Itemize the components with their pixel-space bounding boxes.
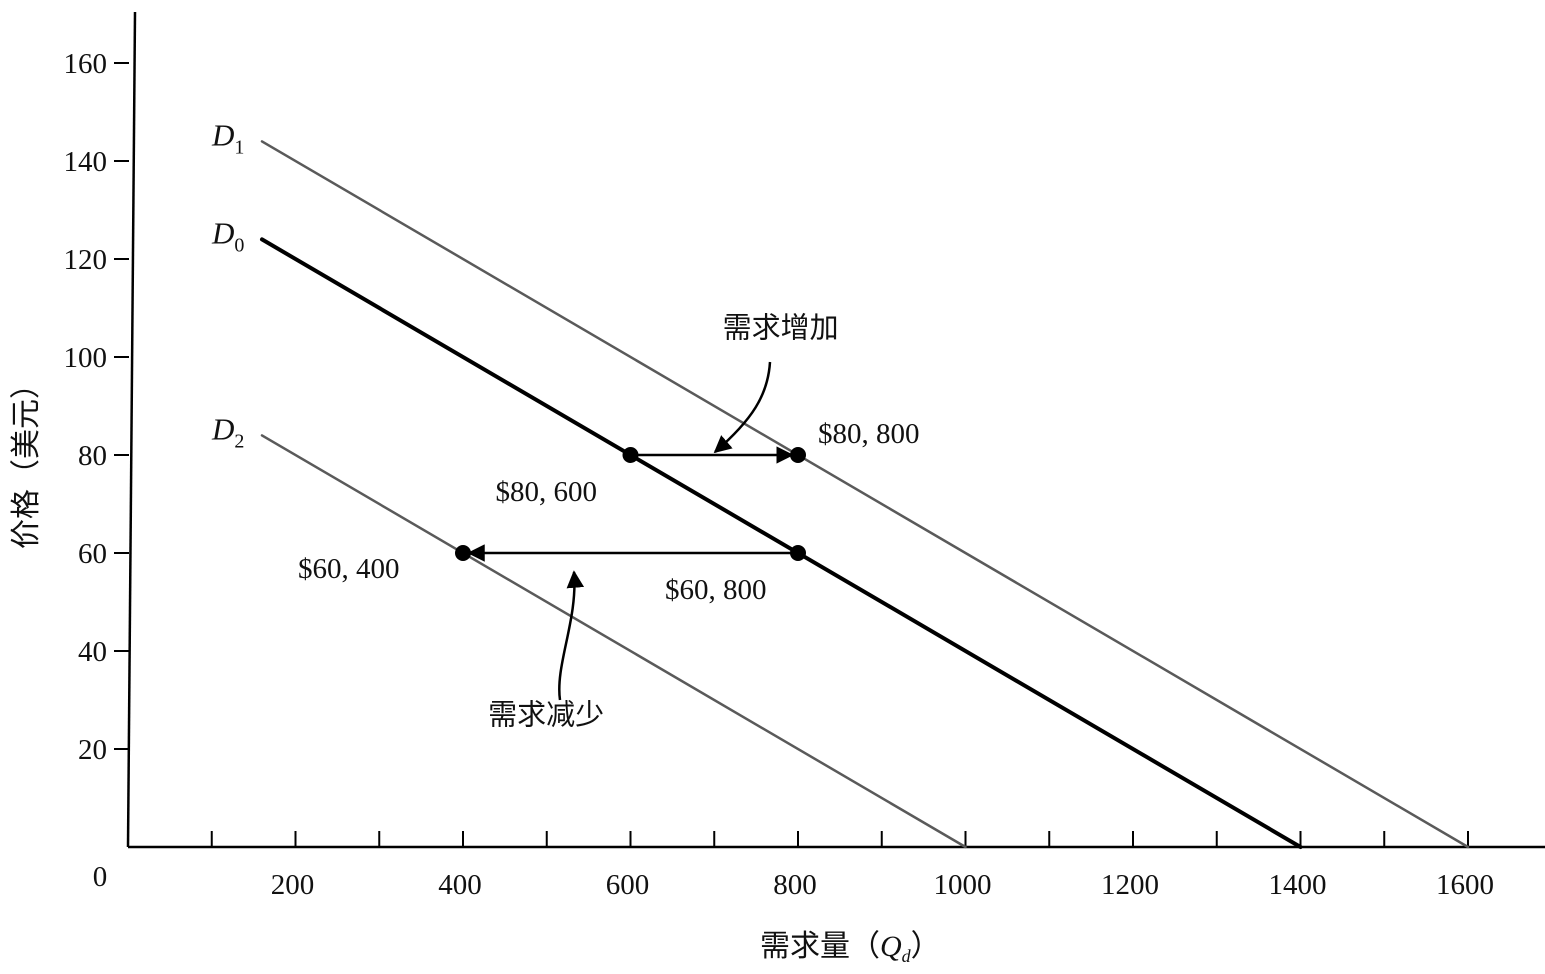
increase-callout-arrow xyxy=(713,361,772,454)
point-80-600 xyxy=(622,447,639,463)
point-label-80-600: $80, 600 xyxy=(496,476,598,508)
axes xyxy=(114,11,1545,849)
curve-label-D0: D0 xyxy=(211,215,244,256)
x-tick-label: 1000 xyxy=(934,869,992,901)
demand-curve-D2 xyxy=(260,434,967,849)
point-80-800 xyxy=(790,447,806,463)
decrease-callout-arrow xyxy=(558,570,585,701)
x-tick-label: 600 xyxy=(606,869,650,901)
x-tick-label: 800 xyxy=(773,869,817,901)
y-tick-label: 100 xyxy=(64,342,108,374)
point-60-800 xyxy=(790,545,806,561)
point-label-60-800: $60, 800 xyxy=(665,574,767,606)
curve-label-D2: D2 xyxy=(211,411,244,452)
data-points xyxy=(455,447,806,561)
y-tick-label: 60 xyxy=(78,538,107,570)
x-tick-label: 1400 xyxy=(1269,869,1327,901)
shift-arrows xyxy=(467,361,798,701)
origin-label: 0 xyxy=(93,861,108,893)
demand-curve-D1 xyxy=(260,140,1470,849)
x-tick-label: 1200 xyxy=(1101,869,1159,901)
y-tick-label: 160 xyxy=(64,48,108,80)
point-label-80-800: $80, 800 xyxy=(818,418,920,450)
demand-curves xyxy=(260,140,1470,849)
x-axis-title: 需求量（Qd） xyxy=(760,930,941,966)
y-axis-title: 价格（美元） xyxy=(10,369,43,549)
point-60-400 xyxy=(455,545,471,561)
y-tick-label: 40 xyxy=(78,636,107,668)
annotation-decrease: 需求减少 xyxy=(488,699,604,732)
x-tick-label: 400 xyxy=(438,869,482,901)
x-tick-label: 1600 xyxy=(1436,869,1494,901)
annotation-increase: 需求增加 xyxy=(723,311,839,344)
demand-curve-D0 xyxy=(260,237,1303,849)
point-label-60-400: $60, 400 xyxy=(298,553,400,585)
y-tick-label: 20 xyxy=(78,734,107,766)
y-tick-label: 80 xyxy=(78,440,107,472)
y-tick-label: 140 xyxy=(64,146,108,178)
y-tick-label: 120 xyxy=(64,244,108,276)
y-axis-line xyxy=(126,11,137,848)
chart-labels: 200 400 600 800 1000 1200 1400 1600 0 20 40 60 80 100… xyxy=(10,48,1494,966)
x-tick-label: 200 xyxy=(271,869,315,901)
curve-label-D1: D1 xyxy=(211,117,244,158)
